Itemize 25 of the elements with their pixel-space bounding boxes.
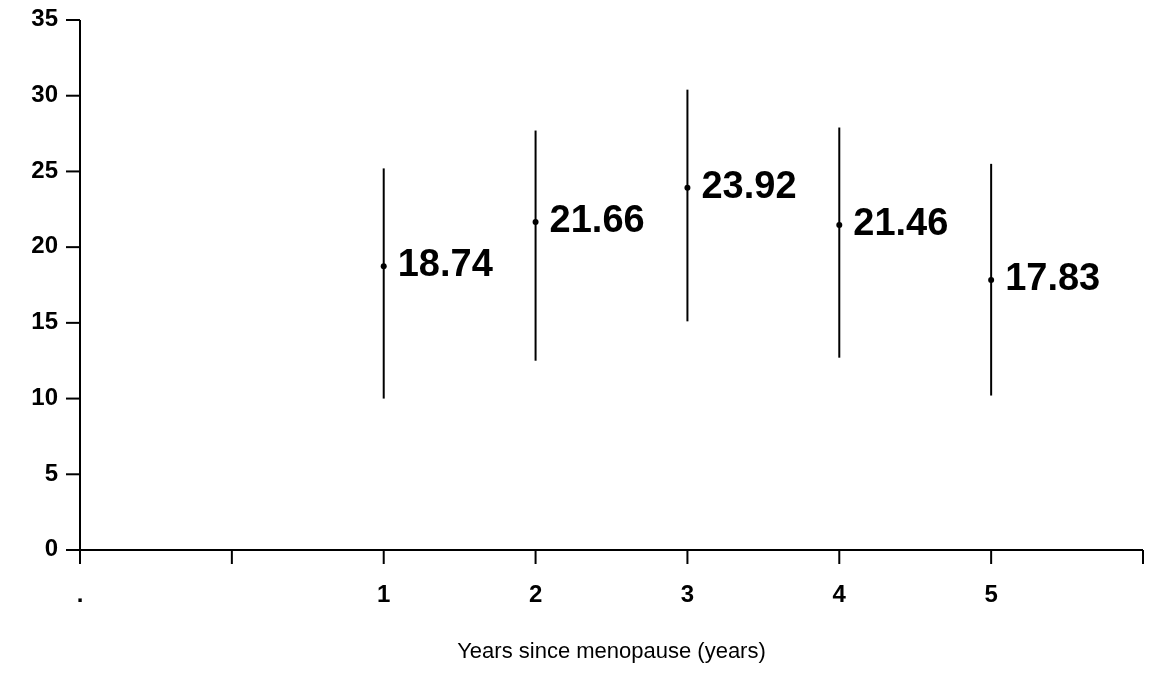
point [836,222,843,229]
y-tick-label: 5 [44,458,58,486]
x-tick-label: 3 [680,580,695,607]
point [988,277,995,283]
x-tick-label: . [76,580,84,607]
x-tick-label: 5 [984,580,998,607]
x-tick-label: 1 [377,580,391,607]
x-axis-title: Years since menopause (years) [457,638,766,663]
y-tick-label: 35 [31,4,58,32]
data-label: 17.83 [1005,256,1101,299]
point [532,219,539,226]
data-label: 18.74 [397,242,493,285]
x-tick-label: 2 [528,580,543,607]
y-tick-label: 15 [31,307,58,335]
data-label: 21.46 [853,201,949,244]
y-tick-label: 25 [31,155,58,183]
data-label: 21.66 [549,198,645,241]
x-tick-label: 4 [832,580,847,607]
y-tick-label: 10 [31,382,58,410]
data-label: 23.92 [701,163,797,206]
y-tick-label: 30 [31,80,58,108]
point [684,184,691,191]
y-tick-label: 20 [31,231,58,259]
point [380,263,387,270]
y-tick-label: 0 [44,534,58,562]
